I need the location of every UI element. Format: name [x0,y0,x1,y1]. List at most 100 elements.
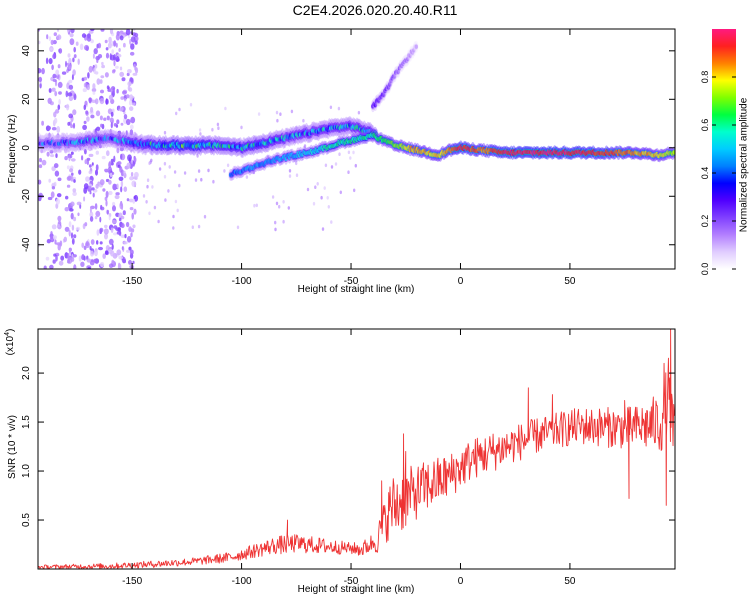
heatmap-cell [108,36,112,44]
heatmap-cell [130,232,133,238]
y-tick-label: 1.5 [21,415,32,429]
heatmap-cell [108,215,111,221]
heatmap-cell [81,33,87,38]
heatmap-cell [86,116,90,122]
svg-text:(x104): (x104) [4,329,16,356]
heatmap-cell [323,186,326,190]
heatmap-cell [347,150,351,155]
heatmap-cell [52,73,57,79]
heatmap-cell [91,187,95,191]
heatmap-cell [84,222,88,227]
heatmap-cell [58,48,63,54]
heatmap-cell [111,243,114,250]
heatmap-cell [81,242,84,248]
colorbar-tick-label: 0.6 [700,119,710,132]
snr-x-axis: -150 -100 -50 0 50 [122,329,576,587]
heatmap-cell [105,245,110,252]
heatmap-cell [295,126,298,130]
heatmap-cell [163,161,167,166]
heatmap-cell [47,126,52,130]
heatmap-cell [72,109,77,116]
heatmap-cell [38,29,41,32]
heatmap-cell [124,98,127,102]
heatmap-cell [134,40,138,45]
heatmap-cell [197,169,201,173]
heatmap-cell [324,163,328,168]
heatmap-cell [95,210,101,217]
heatmap-cell [88,170,93,175]
heatmap-cell [236,225,240,230]
heatmap-cell [49,150,54,154]
heatmap-cell [77,58,80,65]
heatmap-cell [275,110,279,115]
heatmap-cell [52,53,57,60]
heatmap-cell [110,122,113,129]
heatmap-cell [115,65,119,69]
heatmap-cell [101,64,105,69]
heatmap-cell [112,69,116,73]
heatmap-cell [47,196,53,201]
heatmap-cell [123,241,128,245]
spectrogram-y-label: Frequency (Hz) [7,115,18,184]
heatmap-cell [104,72,109,78]
heatmap-cell [252,135,255,139]
heatmap-cell [78,169,82,175]
heatmap-cell [83,183,89,190]
heatmap-cell [212,179,215,184]
heatmap-cell [218,136,221,140]
heatmap-cell [95,169,98,176]
heatmap-cell [150,134,153,138]
heatmap-cell [99,115,103,121]
heatmap-cell [288,174,292,178]
heatmap-cell [146,178,150,182]
heatmap-cell [126,249,130,253]
heatmap-cell [84,159,88,165]
heatmap-cell [45,256,50,261]
heatmap-cell [72,57,75,63]
heatmap-cell [109,29,114,35]
heatmap-cell [112,205,116,212]
heatmap-cell [282,219,285,224]
y-tick-label: 40 [21,45,32,57]
heatmap-cell [92,192,95,198]
heatmap-cell [89,216,94,222]
snr-scale-close: ) [5,329,16,332]
heatmap-cell [174,199,178,204]
heatmap-cell [334,162,338,166]
heatmap-cell [59,240,63,247]
heatmap-cell [102,188,106,192]
heatmap-cell [53,253,57,257]
colorbar-bar [712,29,736,269]
heatmap-cell [103,228,109,235]
heatmap-cell [85,110,89,115]
heatmap-cell [66,184,71,188]
heatmap-cell [68,221,72,228]
heatmap-cell [113,123,117,127]
heatmap-cell [65,195,69,200]
heatmap-cell [89,191,92,195]
heatmap-cell [134,171,139,178]
heatmap-cell [85,241,90,248]
heatmap-cell [70,232,74,239]
heatmap-cell [183,171,187,175]
heatmap-cell [54,239,57,245]
heatmap-cell [113,60,116,67]
heatmap-cell [125,221,130,228]
heatmap-cell [132,133,135,139]
heatmap-cell [329,105,333,110]
heatmap-cell [58,260,64,266]
heatmap-cell [126,72,130,77]
heatmap-cell [207,168,210,173]
heatmap-cell [69,208,74,212]
heatmap-cell [39,82,42,89]
heatmap-cell [73,216,77,222]
heatmap-cell [125,94,130,99]
heatmap-cell [56,193,62,198]
heatmap-cell [56,34,62,40]
x-tick-label: -150 [122,576,142,587]
heatmap-cell [88,153,94,157]
heatmap-cell [123,114,128,120]
heatmap-cell [94,128,98,135]
heatmap-cell [178,183,181,188]
heatmap-cell [115,33,120,41]
